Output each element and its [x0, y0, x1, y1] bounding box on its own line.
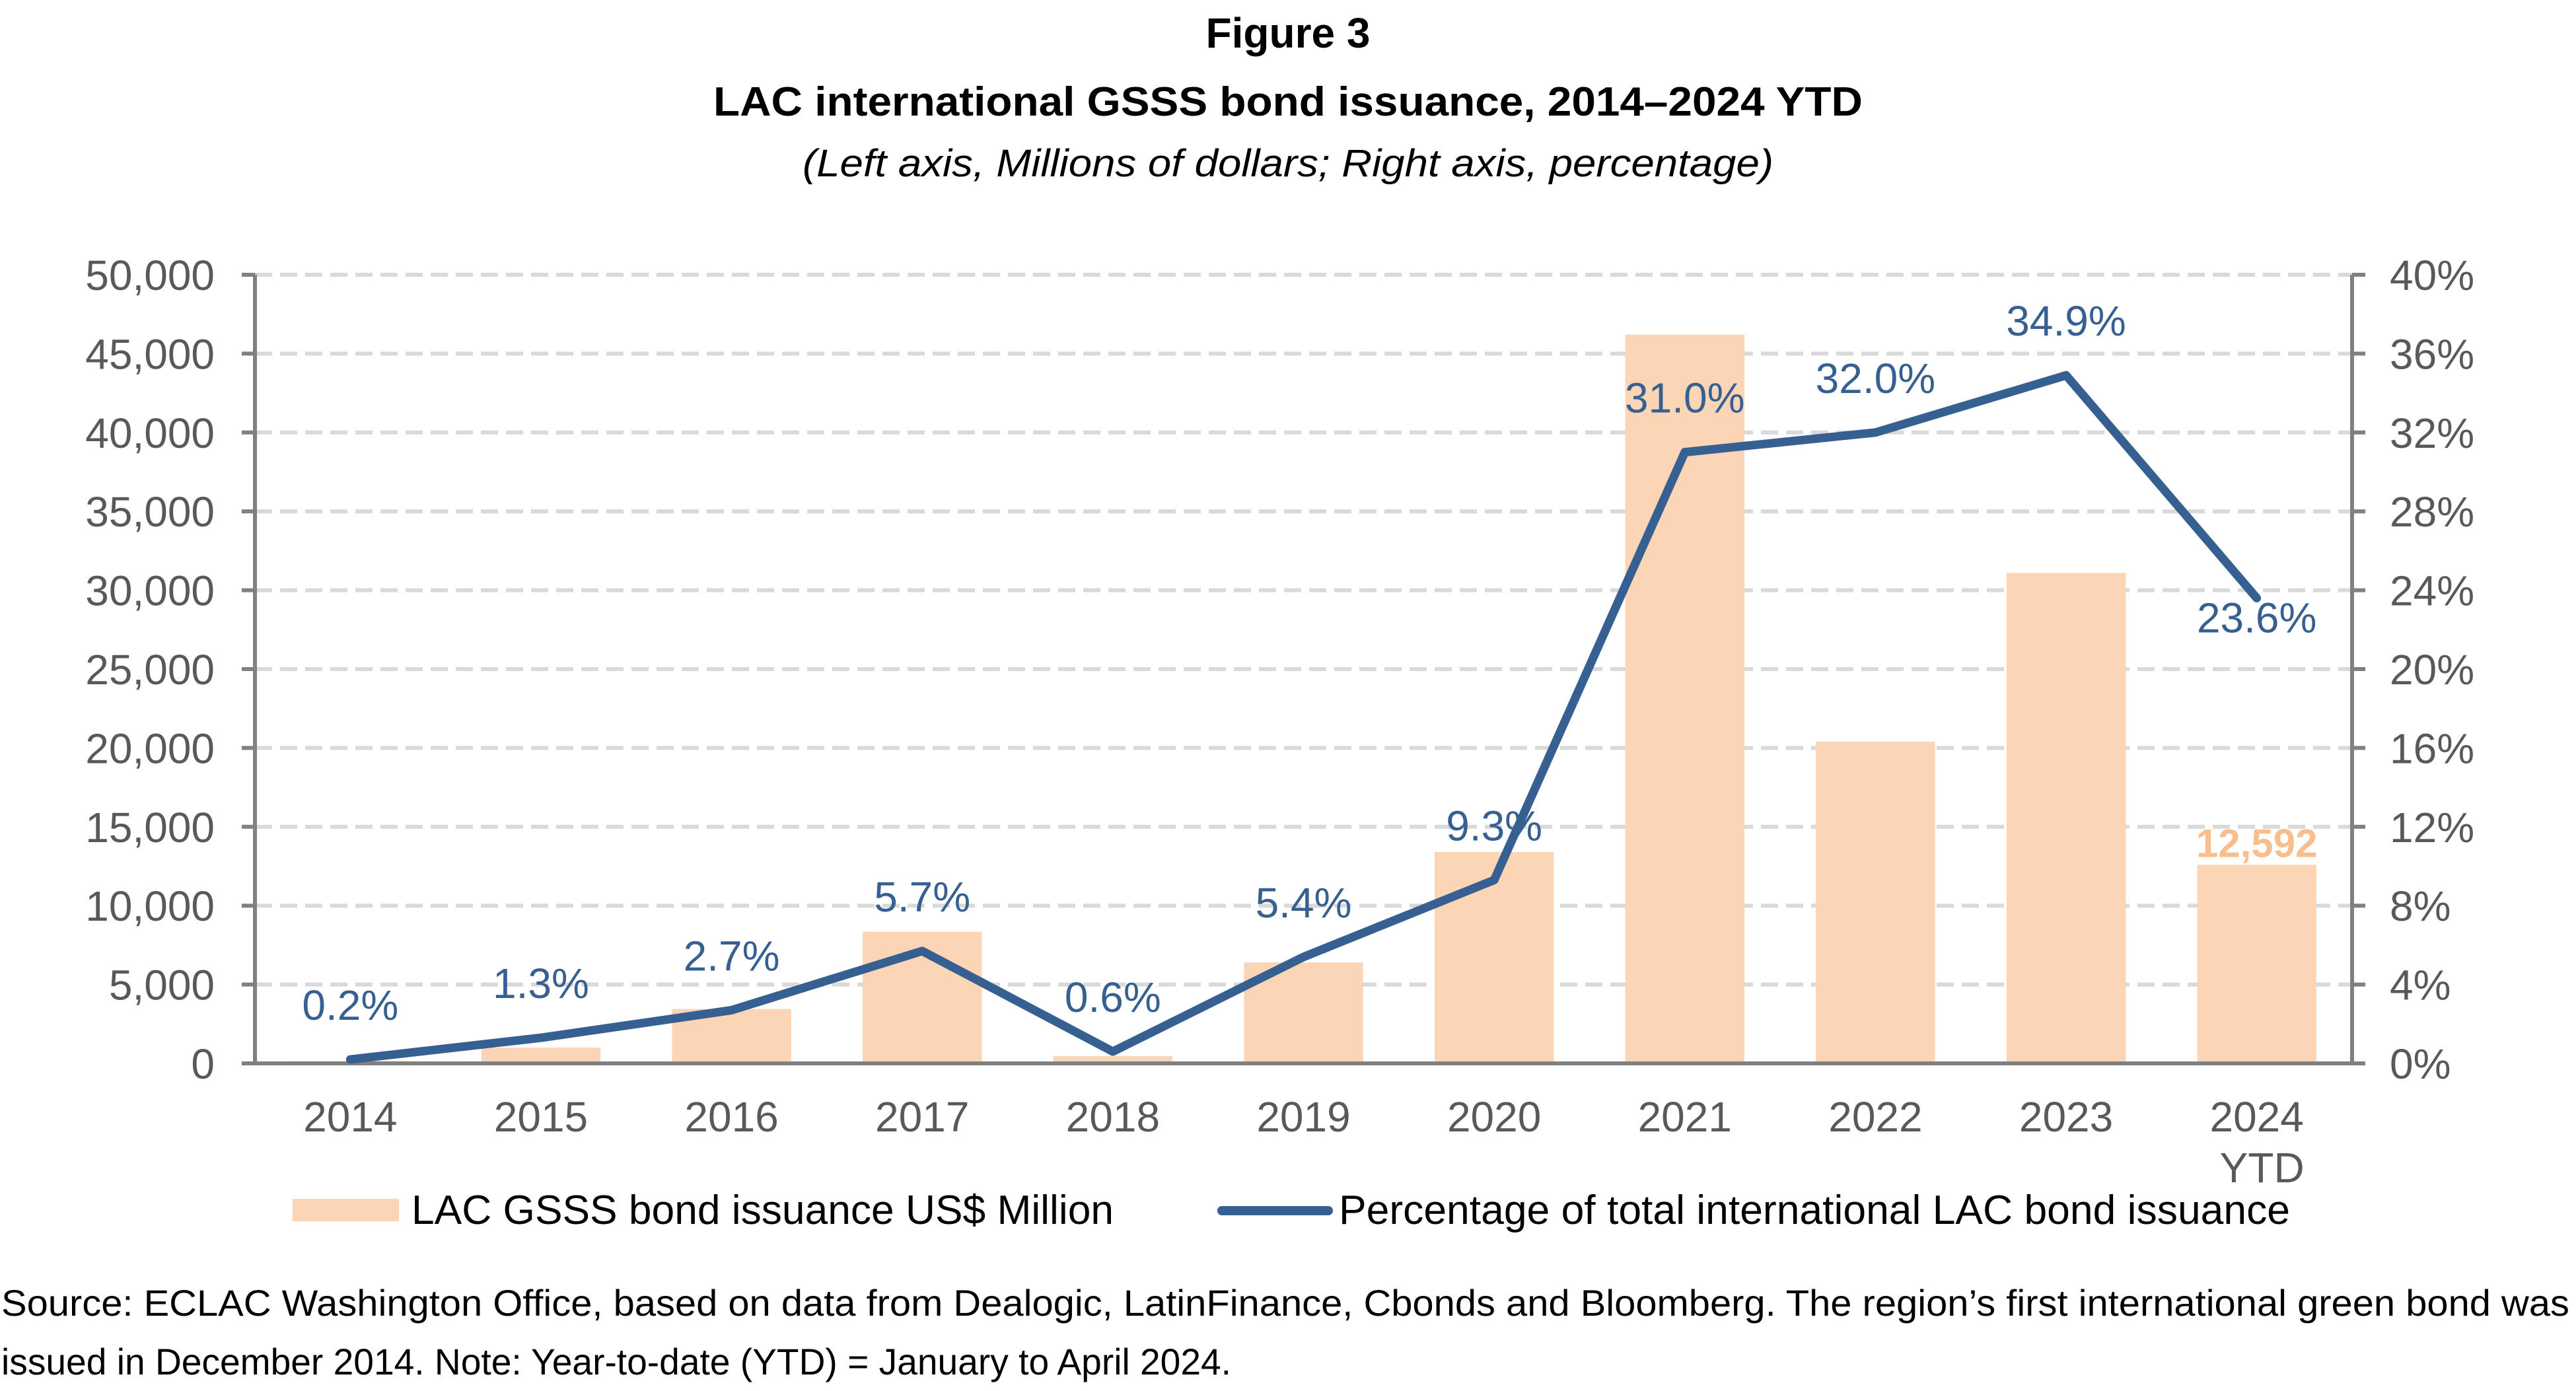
x-tick-label: 2015 — [494, 1093, 588, 1141]
x-tick-label: 2023 — [2019, 1093, 2113, 1141]
x-tick-label: 2018 — [1066, 1093, 1160, 1141]
x-tick-label: 2024 — [2209, 1093, 2303, 1141]
x-tick-label: 2019 — [1256, 1093, 1350, 1141]
x-tick-sublabel: YTD — [2220, 1144, 2305, 1192]
bar-2023 — [2006, 573, 2126, 1063]
axes — [242, 273, 2365, 1065]
legend-label-line: Percentage of total international LAC bo… — [1339, 1188, 2290, 1233]
right-tick-label: 40% — [2390, 252, 2474, 299]
x-tick-label: 2016 — [684, 1093, 778, 1141]
source-note-line-1: Source: ECLAC Washington Office, based o… — [1, 1282, 2569, 1324]
percentage-line — [345, 371, 2262, 1064]
line-data-label: 23.6% — [2197, 594, 2316, 642]
right-tick-label: 0% — [2390, 1040, 2451, 1088]
right-tick-label: 24% — [2390, 567, 2474, 615]
legend: LAC GSSS bond issuance US$ Million Perce… — [293, 1188, 2290, 1233]
left-tick-label: 5,000 — [109, 962, 215, 1009]
right-tick-label: 20% — [2390, 646, 2474, 694]
chart-subtitle: (Left axis, Millions of dollars; Right a… — [803, 142, 1773, 185]
right-tick-label: 36% — [2390, 330, 2474, 378]
line-data-label: 0.6% — [1065, 974, 1161, 1021]
gridlines — [255, 273, 2352, 987]
source-note-line-2: issued in December 2014. Note: Year-to-d… — [1, 1341, 1231, 1382]
bar-2018 — [1053, 1056, 1173, 1063]
left-tick-label: 30,000 — [85, 567, 215, 615]
x-tick-label: 2017 — [875, 1093, 969, 1141]
left-tick-label: 20,000 — [85, 725, 215, 772]
x-tick-label: 2014 — [303, 1093, 397, 1141]
right-tick-label: 32% — [2390, 410, 2474, 457]
line-data-label: 31.0% — [1625, 374, 1744, 422]
left-tick-label: 35,000 — [85, 488, 215, 536]
bar-series — [291, 334, 2316, 1063]
line-data-labels: 0.2% 1.3% 2.7% 5.7% 0.6% 5.4% 9.3% 31.0% 32.0% 34… — [302, 297, 2316, 1029]
bar-2020 — [1434, 852, 1554, 1063]
bar-data-label: 12,592 — [2196, 821, 2318, 865]
line-data-label: 9.3% — [1446, 802, 1542, 849]
left-tick-label: 50,000 — [85, 252, 215, 299]
bar-2015 — [481, 1048, 601, 1063]
left-axis-tick-labels: 0 5,000 10,000 15,000 20,000 25,000 30,000 35,0… — [85, 252, 215, 1088]
right-tick-label: 16% — [2390, 725, 2474, 772]
left-tick-label: 25,000 — [85, 646, 215, 694]
right-tick-label: 8% — [2390, 882, 2451, 930]
line-data-label: 2.7% — [684, 932, 780, 980]
legend-label-bar: LAC GSSS bond issuance US$ Million — [411, 1188, 1114, 1233]
figure-label: Figure 3 — [1206, 9, 1371, 57]
right-tick-label: 12% — [2390, 804, 2474, 851]
line-data-label: 0.2% — [302, 981, 398, 1029]
bar-2024 — [2197, 865, 2316, 1063]
chart-title: LAC international GSSS bond issuance, 20… — [713, 79, 1863, 125]
line-data-label: 5.4% — [1256, 879, 1352, 927]
right-axis-tick-labels: 0% 4% 8% 12% 16% 20% 24% 28% 32% 36% 40% — [2390, 252, 2474, 1088]
left-tick-label: 10,000 — [85, 882, 215, 930]
left-tick-label: 45,000 — [85, 330, 215, 378]
line-data-label: 1.3% — [493, 960, 589, 1007]
x-tick-label: 2020 — [1447, 1093, 1541, 1141]
line-data-label: 32.0% — [1816, 355, 1935, 402]
x-axis-tick-labels: 2014 2015 2016 2017 2018 2019 2020 2021 2022 2023… — [303, 1093, 2305, 1192]
bar-data-labels: 12,592 — [2196, 821, 2318, 865]
legend-swatch-bar — [293, 1199, 399, 1221]
line-series — [345, 371, 2262, 1064]
left-tick-label: 15,000 — [85, 804, 215, 851]
right-tick-label: 28% — [2390, 488, 2474, 536]
bar-2022 — [1816, 741, 1935, 1063]
left-tick-label: 40,000 — [85, 410, 215, 457]
x-tick-label: 2021 — [1638, 1093, 1732, 1141]
line-data-label: 34.9% — [2006, 297, 2126, 345]
line-data-label: 5.7% — [874, 873, 970, 921]
x-tick-label: 2022 — [1828, 1093, 1922, 1141]
left-tick-label: 0 — [191, 1040, 215, 1088]
right-tick-label: 4% — [2390, 962, 2451, 1009]
